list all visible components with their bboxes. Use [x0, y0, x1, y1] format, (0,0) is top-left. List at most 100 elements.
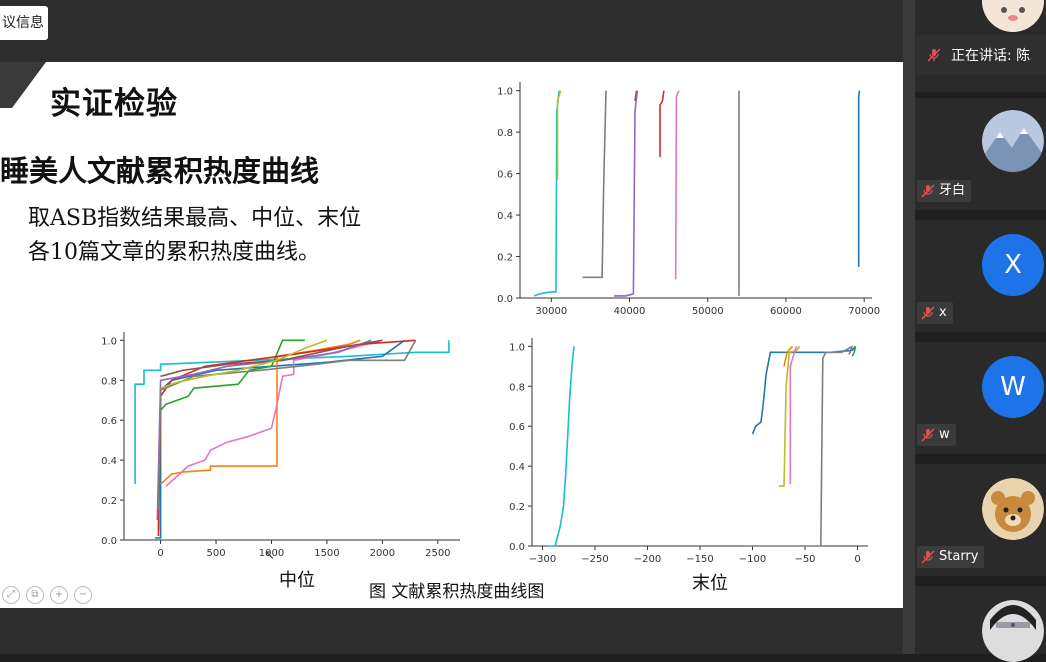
- chart-last: 0.0 0.2 0.4 0.6 0.8 1.0 −300 −250 −200 −150 −100 −5…: [496, 330, 876, 580]
- participant-sidebar: 正在讲话: 陈 牙白 X: [915, 0, 1046, 662]
- x-tick-label: −150: [686, 554, 713, 565]
- avatar: [982, 600, 1044, 662]
- x-tick-label: 50000: [692, 306, 724, 317]
- panel-divider[interactable]: [903, 0, 915, 654]
- mic-muted-icon: [921, 550, 935, 564]
- series-line: [857, 90, 861, 267]
- x-tick-label: −100: [739, 554, 766, 565]
- mic-muted-icon: [921, 184, 935, 198]
- x-tick-label: −250: [581, 554, 608, 565]
- y-tick-label: 1.0: [101, 336, 117, 347]
- copy-icon[interactable]: ⧉: [26, 586, 44, 604]
- x-tick-label: 1000: [259, 548, 284, 559]
- series-line: [556, 90, 562, 180]
- chart-svg: 0.0 0.2 0.4 0.6 0.8 1.0 −300 −250 −200 −150 −100 −5…: [509, 338, 868, 565]
- y-tick-label: 0.4: [101, 456, 117, 467]
- y-tick-label: 0.4: [497, 211, 513, 222]
- chart-svg: 0.0 0.2 0.4 0.6 0.8 1.0 30000 40000 50000 60000 70…: [497, 82, 880, 317]
- slide-body: 取ASB指数结果最高、中位、末位 各10篇文章的累积热度曲线。: [28, 202, 361, 270]
- participant-name: w: [939, 427, 950, 442]
- series-line: [160, 339, 328, 389]
- y-tick-label: 0.6: [497, 170, 513, 181]
- chart-middle: 0.0 0.2 0.4 0.6 0.8 1.0 0 500 1000 1500 2000 2500: [88, 324, 468, 574]
- slide-zoom-tools: ⤢ ⧉ + −: [2, 586, 92, 604]
- shared-slide: 实证检验 睡美人文献累积热度曲线 取ASB指数结果最高、中位、末位 各10篇文章…: [0, 62, 903, 608]
- mic-muted-icon: [921, 306, 935, 320]
- y-tick-label: 0.0: [509, 542, 525, 553]
- participant-name-tag: Starry: [917, 546, 985, 568]
- series-line: [155, 339, 406, 539]
- mouse-cursor-icon: ↖: [264, 548, 275, 563]
- y-tick-label: 0.8: [497, 128, 513, 139]
- participant-name: x: [939, 305, 947, 320]
- y-tick-label: 0.0: [497, 294, 513, 305]
- chart-svg: 0.0 0.2 0.4 0.6 0.8 1.0 0 500 1000 1500 2000 2500: [101, 332, 460, 559]
- meeting-top-bar: 议信息: [0, 0, 903, 62]
- meeting-bottom-bar: [0, 608, 903, 654]
- series-line: [744, 345, 853, 547]
- zoom-out-icon[interactable]: −: [74, 586, 92, 604]
- participant-tile[interactable]: [915, 586, 1046, 662]
- avatar: X: [982, 234, 1044, 296]
- x-tick-label: 500: [206, 548, 225, 559]
- x-tick-label: 60000: [770, 306, 802, 317]
- series-line: [157, 339, 417, 511]
- avatar: W: [982, 356, 1044, 418]
- series-line: [778, 345, 801, 487]
- series-line: [848, 346, 854, 355]
- participant-tile[interactable]: Starry: [915, 464, 1046, 576]
- y-tick-label: 0.8: [101, 376, 117, 387]
- meeting-info-button[interactable]: 议信息: [0, 6, 48, 40]
- speaking-indicator: 正在讲话: 陈: [915, 35, 1046, 75]
- participant-tile[interactable]: X x: [915, 220, 1046, 332]
- series-line: [751, 345, 857, 435]
- x-tick-label: 30000: [535, 306, 567, 317]
- participant-name-tag: x: [917, 302, 953, 324]
- fullscreen-icon[interactable]: ⤢: [2, 586, 20, 604]
- participant-tile[interactable]: 牙白: [915, 98, 1046, 210]
- series-line: [783, 345, 793, 367]
- series-line: [165, 339, 383, 487]
- series-line: [134, 340, 450, 485]
- y-tick-label: 0.2: [509, 502, 525, 513]
- series-line: [634, 90, 638, 102]
- x-tick-label: 70000: [848, 306, 880, 317]
- series-line: [789, 346, 798, 485]
- participant-name: 牙白: [939, 183, 966, 198]
- series-line: [659, 90, 665, 157]
- participant-tile[interactable]: W w: [915, 342, 1046, 454]
- mic-muted-icon: [927, 48, 941, 62]
- y-tick-label: 0.8: [509, 382, 525, 393]
- zoom-in-icon[interactable]: +: [50, 586, 68, 604]
- participant-name-tag: 牙白: [917, 180, 972, 202]
- mic-muted-icon: [921, 428, 935, 442]
- chart-top: 0.0 0.2 0.4 0.6 0.8 1.0 30000 40000 50000 60000 70…: [484, 74, 880, 332]
- y-tick-label: 0.6: [509, 422, 525, 433]
- x-tick-label: 0: [157, 548, 163, 559]
- x-tick-label: 0: [854, 554, 860, 565]
- y-tick-label: 0.2: [101, 496, 117, 507]
- participant-name: Starry: [939, 549, 979, 564]
- body-line-1: 取ASB指数结果最高、中位、末位: [28, 206, 362, 231]
- x-tick-label: 2500: [425, 548, 450, 559]
- participant-tile-speaker[interactable]: 正在讲话: 陈: [915, 0, 1046, 92]
- figure-caption: 图 文献累积热度曲线图: [369, 582, 545, 602]
- y-tick-label: 0.4: [509, 462, 525, 473]
- x-tick-label: −300: [529, 554, 556, 565]
- avatar-bear-icon: [982, 478, 1044, 540]
- series-line: [851, 346, 857, 357]
- series-line: [157, 339, 305, 531]
- y-tick-label: 0.0: [101, 536, 117, 547]
- avatar-image-icon: [982, 0, 1044, 32]
- series-line: [582, 90, 607, 279]
- x-tick-label: 40000: [614, 306, 646, 317]
- series-line: [613, 90, 639, 297]
- avatar: [982, 478, 1044, 540]
- chart-last-label: 末位: [692, 573, 728, 594]
- slide-title: 实证检验: [50, 86, 178, 122]
- series-line: [674, 90, 680, 280]
- avatar: [982, 110, 1044, 172]
- avatar-image-icon: [982, 600, 1044, 662]
- series-line: [160, 339, 383, 378]
- title-decoration: [0, 62, 46, 108]
